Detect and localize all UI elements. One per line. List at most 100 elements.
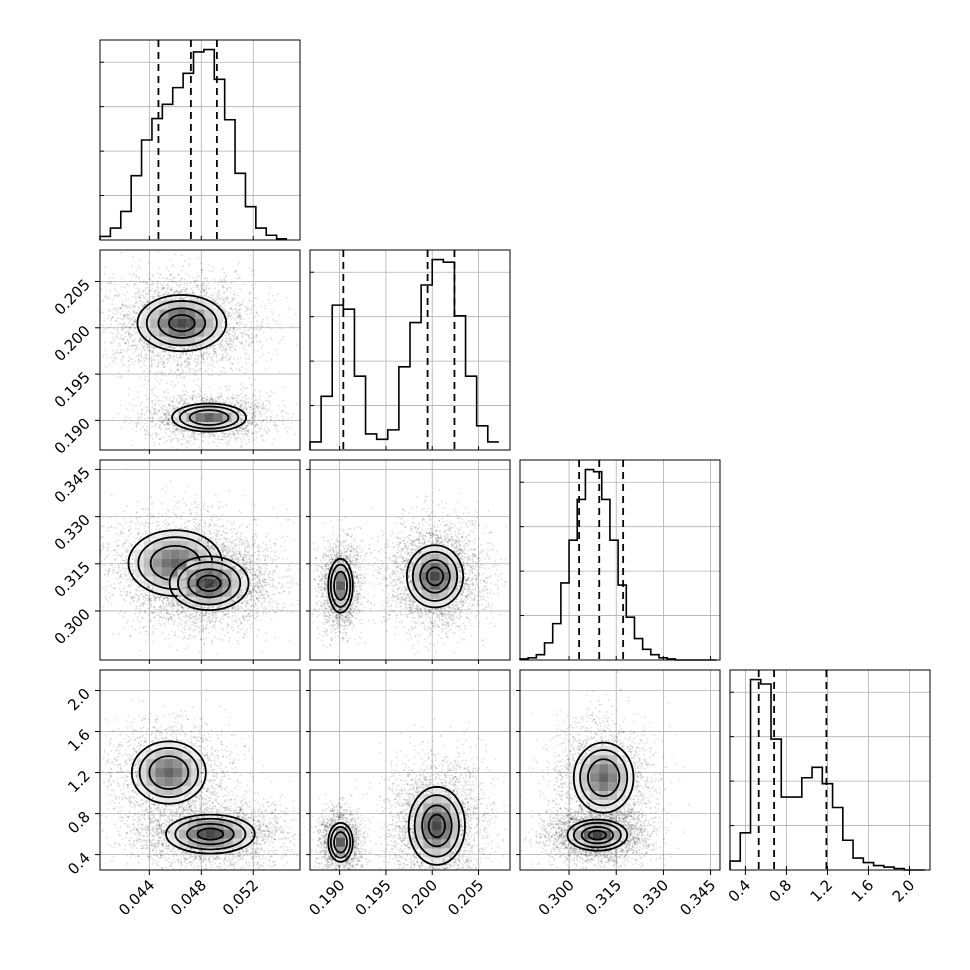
sample-point [183, 394, 185, 396]
sample-point [119, 313, 122, 316]
sample-point [117, 344, 120, 347]
sample-point [269, 336, 272, 339]
sample-point [251, 421, 254, 424]
sample-point [222, 308, 225, 311]
sample-point [135, 311, 138, 314]
sample-point [209, 435, 212, 438]
sample-point [250, 423, 252, 426]
sample-point [229, 432, 232, 435]
sample-point [191, 430, 194, 433]
sample-point [117, 311, 120, 314]
sample-point [188, 436, 191, 439]
sample-point [242, 386, 244, 388]
sample-point [174, 434, 177, 436]
sample-point [125, 306, 128, 309]
sample-point [249, 422, 252, 425]
sample-point [169, 356, 172, 359]
sample-point [255, 431, 258, 434]
sample-point [168, 373, 171, 375]
sample-point [250, 413, 253, 416]
sample-point [228, 286, 231, 289]
sample-point [122, 310, 125, 313]
sample-point [218, 293, 221, 296]
sample-point [150, 420, 152, 423]
sample-point [248, 420, 251, 422]
sample-point [162, 294, 164, 296]
sample-point [186, 287, 189, 290]
sample-point [180, 360, 183, 363]
sample-point [181, 368, 184, 371]
sample-point [162, 287, 165, 290]
sample-point [249, 384, 252, 386]
sample-point [169, 372, 171, 375]
sample-point [236, 401, 239, 404]
sample-point [152, 417, 154, 419]
sample-point [227, 301, 230, 304]
sample-point [205, 370, 208, 373]
sample-point [176, 356, 178, 359]
sample-point [196, 284, 199, 286]
sample-point [256, 423, 259, 426]
sample-point [175, 283, 178, 286]
sample-point [248, 357, 251, 360]
sample-point [206, 347, 209, 350]
sample-point [224, 280, 227, 283]
sample-point [157, 417, 159, 420]
sample-point [222, 346, 225, 349]
sample-point [183, 430, 186, 433]
sample-point [129, 333, 132, 336]
sample-point [236, 322, 238, 324]
sample-point [178, 403, 181, 405]
sample-point [151, 425, 153, 428]
sample-point [127, 333, 130, 335]
sample-point [95, 306, 97, 308]
sample-point [244, 348, 247, 351]
sample-point [195, 284, 198, 286]
sample-point [120, 360, 123, 363]
sample-point [91, 306, 93, 308]
sample-point [244, 402, 247, 405]
sample-point [246, 308, 248, 310]
sample-point [112, 337, 114, 340]
sample-point [227, 345, 229, 348]
sample-point [201, 395, 204, 397]
sample-point [235, 429, 238, 432]
sample-point [200, 353, 203, 356]
sample-point [122, 355, 125, 358]
sample-point [151, 355, 153, 358]
sample-point [224, 340, 227, 343]
sample-point [133, 321, 136, 324]
sample-point [254, 315, 257, 318]
sample-point [171, 289, 174, 292]
sample-point [227, 337, 229, 340]
hist-panel-1 [309, 249, 511, 451]
sample-point [249, 403, 252, 406]
sample-point [182, 371, 184, 374]
sample-point [145, 358, 148, 361]
sample-point [128, 344, 131, 347]
sample-point [137, 266, 140, 268]
sample-point [155, 394, 158, 397]
sample-point [228, 307, 231, 310]
sample-point [152, 352, 154, 354]
sample-point [180, 362, 183, 365]
sample-point [181, 288, 184, 291]
sample-point [268, 420, 271, 423]
sample-point [214, 301, 216, 304]
sample-point [242, 347, 244, 350]
sample-point [273, 438, 276, 441]
sample-point [266, 326, 269, 329]
sample-point [263, 440, 265, 442]
sample-point [200, 398, 203, 401]
sample-point [176, 369, 179, 372]
sample-point [245, 402, 248, 405]
sample-point [138, 354, 141, 356]
sample-point [233, 357, 236, 360]
sample-point [175, 437, 177, 440]
sample-point [165, 358, 168, 361]
sample-point [270, 418, 273, 421]
sample-point [291, 413, 294, 415]
sample-point [168, 346, 170, 349]
sample-point [162, 412, 165, 415]
sample-point [121, 329, 124, 332]
